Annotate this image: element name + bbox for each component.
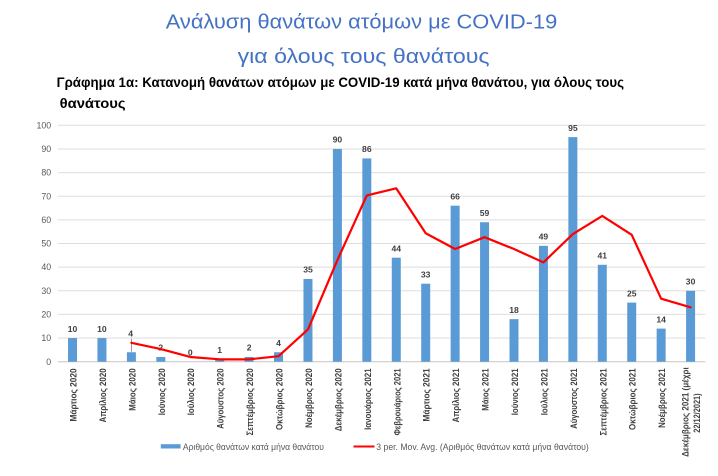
svg-text:10: 10 [97,324,107,334]
svg-text:3 per. Mov. Avg. (Αριθμός θανά: 3 per. Mov. Avg. (Αριθμός θανάτων κατά μ… [376,442,589,452]
svg-text:35: 35 [303,265,313,275]
svg-text:90: 90 [333,135,343,145]
svg-text:Οκτώβριος 2021: Οκτώβριος 2021 [628,368,638,430]
svg-text:30: 30 [686,276,696,286]
svg-text:Μάρτιος 2021: Μάρτιος 2021 [422,368,432,421]
svg-text:44: 44 [391,243,401,253]
svg-text:4: 4 [128,329,133,339]
svg-text:Δεκέμβριος 2021 (μέχρι: Δεκέμβριος 2021 (μέχρι [681,367,691,457]
svg-text:10: 10 [41,333,51,343]
svg-text:Σεπτέμβριος 2021: Σεπτέμβριος 2021 [598,368,608,435]
svg-text:Νοέμβριος 2020: Νοέμβριος 2020 [304,368,314,428]
svg-text:Νοέμβριος 2021: Νοέμβριος 2021 [657,368,667,428]
svg-text:Απρίλιος 2021: Απρίλιος 2021 [451,368,461,422]
svg-text:14: 14 [656,314,666,324]
svg-text:1: 1 [217,345,222,355]
svg-text:Μάιος 2020: Μάιος 2020 [127,368,137,410]
svg-text:Αύγουστος 2021: Αύγουστος 2021 [569,368,579,429]
svg-text:90: 90 [41,144,51,154]
svg-text:Απρίλιος 2020: Απρίλιος 2020 [98,368,108,422]
svg-text:θανάτους: θανάτους [60,95,126,111]
svg-text:Αύγουστος 2020: Αύγουστος 2020 [216,368,226,429]
svg-text:Ιούλιος 2021: Ιούλιος 2021 [539,368,549,415]
svg-text:Δεκέμβριος 2020: Δεκέμβριος 2020 [333,368,343,431]
svg-text:33: 33 [421,269,431,279]
svg-text:18: 18 [509,305,519,315]
svg-text:30: 30 [41,286,51,296]
svg-text:2: 2 [247,343,252,353]
svg-text:για όλους τους θανάτους: για όλους τους θανάτους [238,46,490,68]
svg-text:50: 50 [41,239,51,249]
svg-text:20: 20 [41,310,51,320]
svg-text:Μάιος 2021: Μάιος 2021 [481,368,491,410]
svg-text:86: 86 [362,144,372,154]
svg-text:95: 95 [568,123,578,133]
svg-text:Ιούλιος 2020: Ιούλιος 2020 [186,368,196,415]
svg-text:Ανάλυση θανάτων ατόμων με COVI: Ανάλυση θανάτων ατόμων με COVID-19 [166,12,558,34]
svg-text:Μάρτιος 2020: Μάρτιος 2020 [69,368,79,421]
svg-text:Φεβρουάριος 2021: Φεβρουάριος 2021 [392,368,402,435]
svg-text:49: 49 [539,232,549,242]
svg-text:Ιούνιος 2021: Ιούνιος 2021 [510,368,520,415]
svg-text:2: 2 [158,343,163,353]
svg-text:66: 66 [450,191,460,201]
svg-text:0: 0 [188,347,193,357]
svg-text:Ιούνιος 2020: Ιούνιος 2020 [157,368,167,415]
svg-text:Οκτώβριος 2020: Οκτώβριος 2020 [275,368,285,430]
svg-text:25: 25 [627,288,637,298]
svg-text:4: 4 [276,338,281,348]
svg-text:70: 70 [41,191,51,201]
svg-text:Γράφημα 1α: Κατανομή θανάτων α: Γράφημα 1α: Κατανομή θανάτων ατόμων με C… [57,74,624,90]
svg-text:100: 100 [37,120,52,130]
svg-text:0: 0 [46,357,51,367]
svg-text:40: 40 [41,262,51,272]
svg-text:59: 59 [480,208,490,218]
svg-text:22/12/2021): 22/12/2021) [692,393,702,432]
svg-text:41: 41 [598,250,608,260]
svg-text:Αριθμός θανάτων κατά μήνα θανά: Αριθμός θανάτων κατά μήνα θανάτου [183,442,324,452]
svg-text:Σεπτέμβριος 2020: Σεπτέμβριος 2020 [245,368,255,435]
svg-text:10: 10 [68,324,78,334]
svg-text:80: 80 [41,168,51,178]
svg-text:Ιανουάριος 2021: Ιανουάριος 2021 [363,368,373,430]
svg-text:60: 60 [41,215,51,225]
